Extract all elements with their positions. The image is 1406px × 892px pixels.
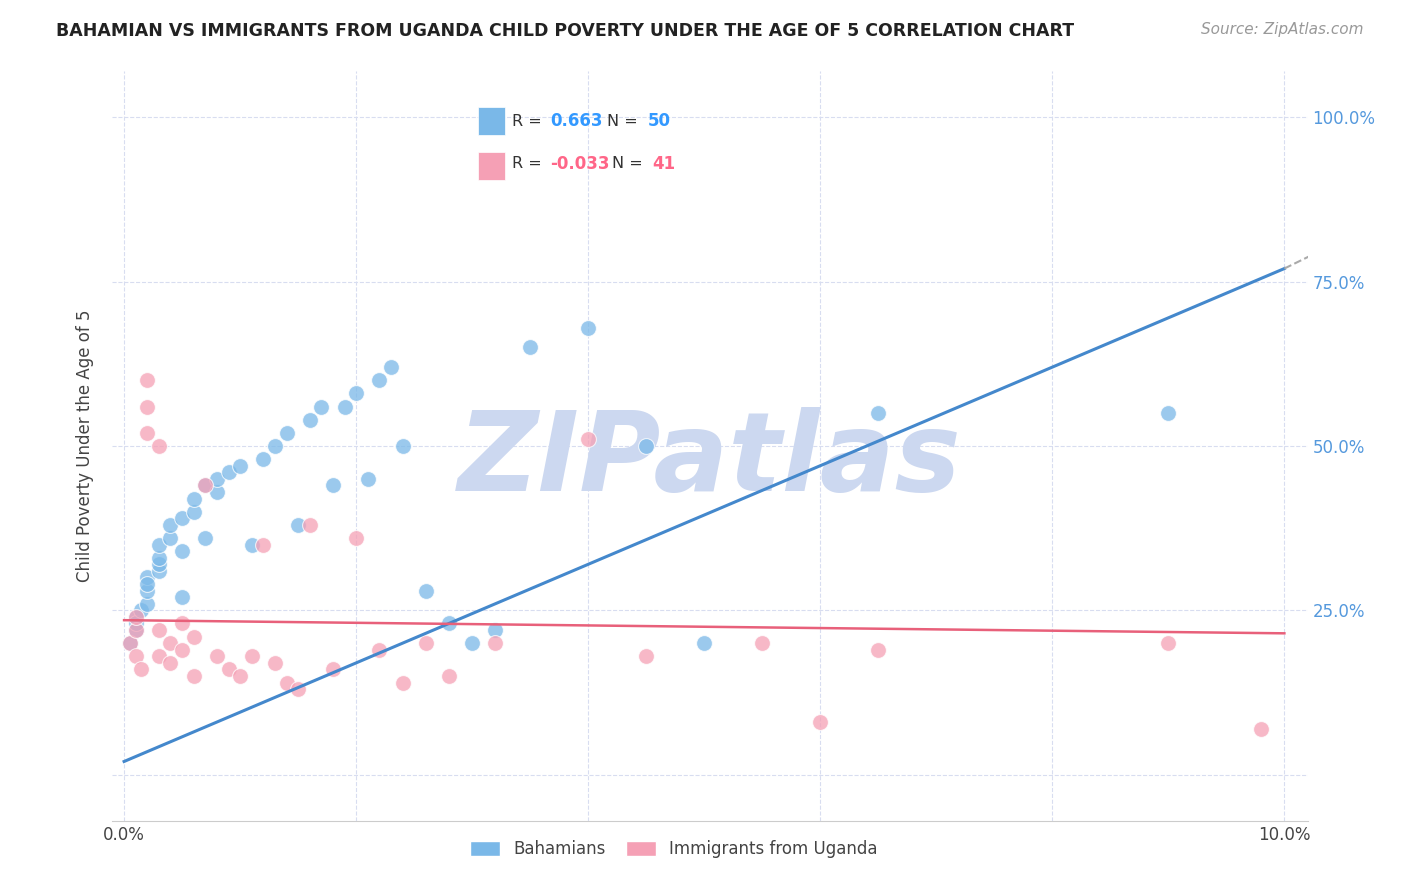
Point (148, 550, 170, 565)
Point (183, 491, 205, 506)
Point (357, 472, 380, 486)
Point (125, 623, 148, 637)
Point (264, 439, 287, 453)
Point (264, 656, 287, 670)
Point (205, 472, 228, 486)
Point (693, 636, 716, 650)
Point (808, 714, 831, 729)
Y-axis label: Child Poverty Under the Age of 5: Child Poverty Under the Age of 5 (76, 310, 94, 582)
Point (391, 675, 413, 690)
Point (159, 531, 181, 545)
Point (344, 531, 367, 545)
Point (240, 538, 263, 552)
Point (311, 400, 333, 414)
Point (125, 623, 148, 637)
Point (218, 465, 240, 479)
Text: ZIPatlas: ZIPatlas (458, 408, 962, 515)
Point (576, 320, 599, 334)
Point (276, 675, 298, 690)
Point (868, 406, 890, 420)
Point (118, 636, 141, 650)
Point (125, 616, 148, 631)
Point (136, 570, 159, 584)
Point (415, 583, 437, 598)
Point (183, 630, 205, 644)
Point (484, 636, 506, 650)
Point (172, 642, 194, 657)
Text: BAHAMIAN VS IMMIGRANTS FROM UGANDA CHILD POVERTY UNDER THE AGE OF 5 CORRELATION : BAHAMIAN VS IMMIGRANTS FROM UGANDA CHILD… (56, 22, 1074, 40)
Point (391, 439, 413, 453)
Point (276, 425, 298, 440)
Point (148, 538, 170, 552)
Point (368, 373, 391, 387)
Point (229, 458, 252, 473)
Point (576, 433, 599, 447)
Point (205, 485, 228, 500)
Point (415, 636, 437, 650)
Point (172, 590, 194, 604)
Point (136, 425, 159, 440)
Point (125, 649, 148, 664)
Point (148, 558, 170, 572)
Point (484, 623, 506, 637)
Point (636, 649, 658, 664)
Point (240, 649, 263, 664)
Point (322, 663, 344, 677)
Point (159, 636, 181, 650)
Point (136, 597, 159, 611)
Point (159, 656, 181, 670)
Point (183, 505, 205, 519)
Point (344, 386, 367, 401)
Text: Source: ZipAtlas.com: Source: ZipAtlas.com (1201, 22, 1364, 37)
Point (118, 636, 141, 650)
Point (322, 478, 344, 492)
Point (131, 603, 153, 617)
Point (252, 452, 274, 467)
Point (1250, 722, 1272, 736)
Point (125, 610, 148, 624)
Point (461, 636, 484, 650)
Point (298, 413, 321, 427)
Point (136, 400, 159, 414)
Point (1157, 406, 1180, 420)
Point (148, 649, 170, 664)
Point (636, 439, 658, 453)
Point (205, 649, 228, 664)
Point (298, 517, 321, 532)
Point (194, 478, 217, 492)
Point (519, 340, 541, 354)
Point (194, 531, 217, 545)
Point (136, 583, 159, 598)
Point (868, 642, 890, 657)
Legend: Bahamians, Immigrants from Uganda: Bahamians, Immigrants from Uganda (464, 833, 884, 864)
Point (287, 682, 309, 697)
Point (194, 478, 217, 492)
Point (218, 663, 240, 677)
Point (229, 669, 252, 683)
Point (125, 610, 148, 624)
Point (148, 439, 170, 453)
Point (333, 400, 356, 414)
Point (287, 517, 309, 532)
Point (437, 616, 460, 631)
Point (136, 577, 159, 591)
Point (172, 544, 194, 558)
Point (751, 636, 773, 650)
Point (172, 616, 194, 631)
Point (148, 623, 170, 637)
Point (380, 360, 402, 375)
Point (183, 669, 205, 683)
Point (437, 669, 460, 683)
Point (252, 538, 274, 552)
Point (136, 373, 159, 387)
Point (148, 564, 170, 578)
Point (172, 511, 194, 525)
Point (131, 663, 153, 677)
Point (368, 642, 391, 657)
Point (159, 517, 181, 532)
Point (1157, 636, 1180, 650)
